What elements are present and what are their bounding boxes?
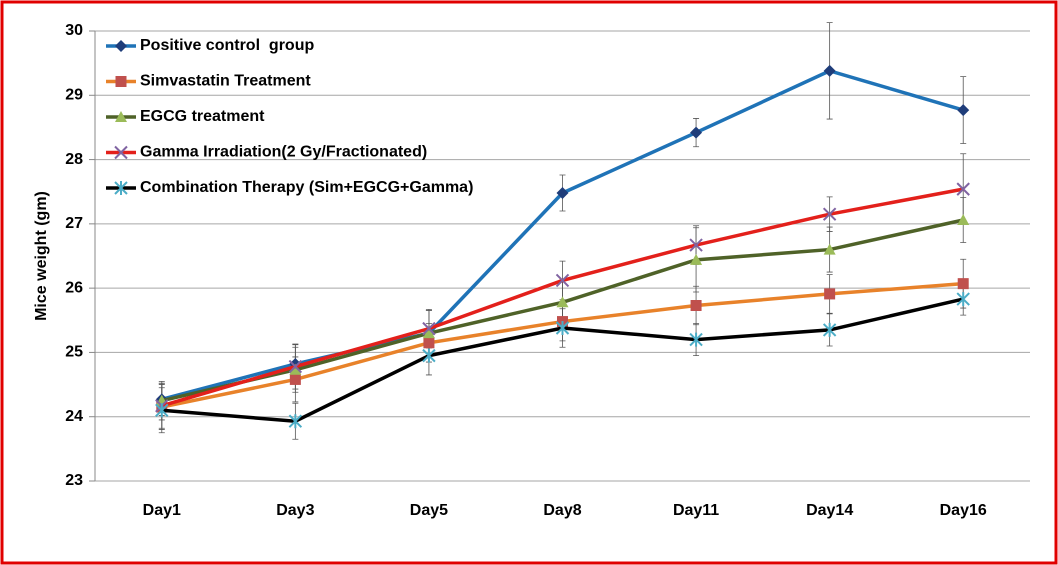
marker — [114, 145, 128, 160]
marker — [822, 322, 837, 337]
y-tick-label: 24 — [65, 408, 83, 425]
marker — [823, 243, 836, 255]
legend-label: EGCG treatment — [140, 108, 265, 125]
marker — [155, 403, 169, 418]
marker — [956, 182, 970, 196]
y-tick-label: 28 — [65, 151, 83, 168]
series-line — [161, 68, 964, 402]
x-tick-label: Day1 — [143, 502, 181, 519]
x-tick-label: Day11 — [673, 502, 719, 519]
marker — [690, 126, 703, 139]
marker — [422, 321, 436, 336]
marker — [690, 253, 703, 265]
x-tick-label: Day3 — [276, 502, 314, 519]
marker — [957, 104, 970, 117]
y-tick-label: 25 — [65, 344, 83, 361]
marker — [288, 359, 303, 374]
marker — [956, 292, 970, 307]
marker — [556, 296, 569, 308]
marker — [823, 64, 836, 77]
marker — [422, 348, 436, 363]
marker — [114, 181, 128, 195]
marker — [822, 207, 837, 221]
marker — [289, 363, 302, 375]
marker — [115, 40, 127, 52]
marker — [115, 111, 127, 122]
marker — [422, 327, 435, 339]
marker — [957, 278, 969, 290]
x-tick-label: Day16 — [940, 502, 987, 519]
legend-label: Simvastatin Treatment — [140, 73, 311, 90]
marker — [689, 332, 703, 347]
y-axis-label: Mice weight (gm) — [33, 191, 50, 321]
legend-label: Gamma Irradiation(2 Gy/Fractionated) — [140, 144, 427, 161]
x-tick-label: Day14 — [806, 502, 853, 519]
y-tick-label: 30 — [65, 22, 83, 39]
y-tick-label: 26 — [65, 279, 83, 296]
marker — [690, 300, 702, 311]
marker — [423, 337, 435, 349]
y-tick-label: 27 — [65, 215, 83, 232]
marker — [288, 414, 303, 429]
y-tick-label: 29 — [65, 87, 83, 104]
x-tick-label: Day8 — [543, 502, 581, 519]
marker — [824, 288, 836, 300]
marker — [289, 373, 301, 385]
marker — [555, 273, 570, 288]
y-tick-label: 23 — [65, 472, 83, 489]
x-tick-label: Day5 — [410, 502, 448, 519]
marker — [115, 76, 127, 87]
marker — [957, 214, 970, 225]
legend-label: Combination Therapy (Sim+EGCG+Gamma) — [140, 179, 473, 196]
marker — [556, 187, 569, 199]
legend-label: Positive control group — [140, 37, 314, 54]
marker — [689, 238, 703, 252]
marker — [555, 321, 570, 335]
